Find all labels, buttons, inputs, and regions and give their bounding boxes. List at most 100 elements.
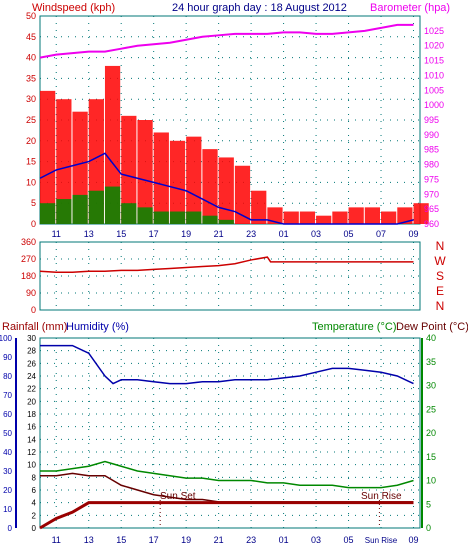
temp-x-tick-label: 15 xyxy=(116,535,126,545)
rain-tick-label: 24 xyxy=(27,372,36,381)
humidity-tick-label: 60 xyxy=(3,410,12,419)
wind-tick-label: 15 xyxy=(26,157,36,167)
wind-max-bar xyxy=(169,140,186,224)
wind-max-bar xyxy=(348,207,364,224)
humidity-tick-label: 40 xyxy=(3,448,12,457)
barometer-tick-label: 960 xyxy=(424,219,439,229)
wind-x-tick-label: 03 xyxy=(311,229,321,239)
wind-min-bar xyxy=(88,190,104,224)
barometer-tick-label: 1015 xyxy=(424,56,444,66)
temp-tick-label: 10 xyxy=(426,476,436,486)
wind-tick-label: 45 xyxy=(26,32,36,42)
temp-tick-label: 35 xyxy=(426,357,436,367)
wind-tick-label: 40 xyxy=(26,53,36,63)
wind-min-bar xyxy=(56,199,72,224)
wind-min-bar xyxy=(40,203,56,224)
temp-panel-series xyxy=(39,344,414,530)
wind-min-bar xyxy=(104,186,121,224)
barometer-tick-label: 985 xyxy=(424,145,439,155)
humidity-tick-label: 50 xyxy=(3,429,12,438)
wind-tick-label: 35 xyxy=(26,73,36,83)
rain-tick-label: 6 xyxy=(32,486,37,495)
wind-max-bar xyxy=(121,115,137,224)
wind-max-bar xyxy=(234,165,251,224)
wind-max-bar xyxy=(153,132,169,224)
temp-x-tick-label: 17 xyxy=(149,535,159,545)
temp-x-tick-label: 05 xyxy=(344,535,354,545)
direction-line xyxy=(39,256,414,273)
wind-tick-label: 50 xyxy=(26,11,36,21)
barometer-tick-label: 980 xyxy=(424,160,439,170)
rain-tick-label: 0 xyxy=(32,524,37,533)
wind-max-bar xyxy=(40,90,56,224)
wind-tick-label: 30 xyxy=(26,94,36,104)
barometer-tick-label: 965 xyxy=(424,204,439,214)
wind-x-tick-label: 05 xyxy=(344,229,354,239)
rain-tick-label: 4 xyxy=(32,499,37,508)
wind-x-tick-label: 01 xyxy=(279,229,289,239)
barometer-tick-label: 970 xyxy=(424,189,439,199)
wind-panel-axes: 0510152025303540455096096597097598098599… xyxy=(26,11,444,239)
rain-tick-label: 30 xyxy=(27,334,36,343)
barometer-tick-label: 1005 xyxy=(424,85,444,95)
temp-tick-label: 30 xyxy=(426,381,436,391)
wind-max-bar xyxy=(332,211,348,224)
wind-x-tick-label: 19 xyxy=(181,229,191,239)
rain-tick-label: 2 xyxy=(32,511,37,520)
temp-tick-label: 40 xyxy=(426,333,436,343)
direction-panel-series xyxy=(39,256,414,273)
rain-tick-label: 22 xyxy=(27,385,36,394)
wind-max-bar xyxy=(381,211,397,224)
humidity-tick-label: 0 xyxy=(8,524,13,533)
wind-x-tick-label: 09 xyxy=(408,229,418,239)
direction-tick-label: 360 xyxy=(21,237,36,247)
rain-tick-label: 28 xyxy=(27,347,36,356)
wind-min-bar xyxy=(72,194,88,224)
humidity-tick-label: 70 xyxy=(3,391,12,400)
chart-title: 24 hour graph day : 18 August 2012 xyxy=(172,2,347,14)
barometer-tick-label: 1010 xyxy=(424,70,444,80)
dewpoint-label: Dew Point (°C) xyxy=(396,321,468,333)
humidity-tick-label: 100 xyxy=(0,334,13,343)
temp-x-tick-label: Sun Rise xyxy=(365,536,398,545)
temperature-label: Temperature (°C) xyxy=(312,321,396,333)
wind-tick-label: 25 xyxy=(26,115,36,125)
rain-tick-label: 14 xyxy=(27,435,36,444)
temp-x-tick-label: 11 xyxy=(52,535,61,545)
rainfall-label: Rainfall (mm) xyxy=(2,321,67,333)
wind-max-bar xyxy=(413,203,429,224)
wind-x-tick-label: 15 xyxy=(116,229,126,239)
compass-label: S xyxy=(436,269,444,283)
rain-tick-label: 8 xyxy=(32,473,37,482)
direction-tick-label: 0 xyxy=(31,305,36,315)
rain-tick-label: 12 xyxy=(27,448,36,457)
wind-max-bar xyxy=(218,157,234,224)
wind-tick-label: 0 xyxy=(31,219,36,229)
wind-x-tick-label: 21 xyxy=(214,229,224,239)
wind-min-bar xyxy=(137,207,153,224)
humidity-tick-label: 20 xyxy=(3,486,12,495)
wind-max-bar xyxy=(299,211,316,224)
temp-x-tick-label: 13 xyxy=(84,535,94,545)
compass-label: N xyxy=(436,239,445,253)
temp-panel-axes: 0102030405060708090100024681012141618202… xyxy=(0,333,436,545)
direction-tick-label: 180 xyxy=(21,271,36,281)
barometer-line xyxy=(39,23,414,59)
wind-max-bar xyxy=(202,149,218,224)
barometer-tick-label: 995 xyxy=(424,115,439,125)
direction-panel-grid xyxy=(40,242,420,310)
wind-tick-label: 20 xyxy=(26,136,36,146)
rain-tick-label: 20 xyxy=(27,397,36,406)
wind-min-bar xyxy=(218,219,234,224)
temp-x-tick-label: 01 xyxy=(279,535,289,545)
wind-panel-series xyxy=(39,23,429,225)
humidity-label: Humidity (%) xyxy=(66,321,129,333)
barometer-tick-label: 1020 xyxy=(424,41,444,51)
barometer-tick-label: 975 xyxy=(424,174,439,184)
wind-x-tick-label: 17 xyxy=(149,229,159,239)
temperature-line xyxy=(40,460,414,489)
humidity-tick-label: 80 xyxy=(3,372,12,381)
wind-max-bar xyxy=(104,65,121,224)
